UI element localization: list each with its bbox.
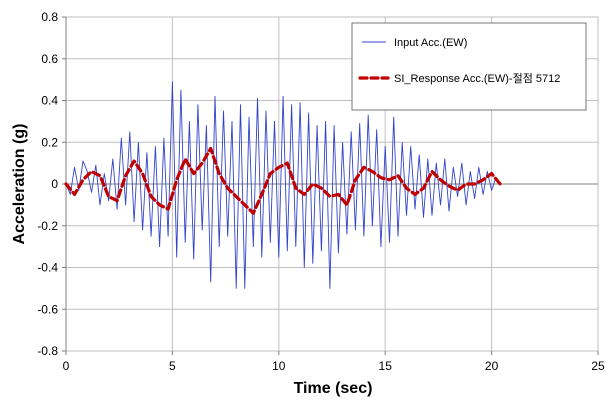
y-tick-label: 0.4: [41, 94, 58, 108]
x-tick-label: 5: [169, 359, 176, 373]
legend: Input Acc.(EW) SI_Response Acc.(EW)-절점 5…: [351, 22, 587, 111]
y-axis-title: Acceleration (g): [11, 124, 28, 245]
series-group: [64, 81, 502, 289]
x-tick-label: 0: [63, 359, 70, 373]
legend-label-response: SI_Response Acc.(EW)-절점 5712: [394, 72, 560, 85]
x-tick-label: 25: [591, 359, 605, 373]
x-tick-label: 15: [379, 359, 393, 373]
tick-labels: 0.8 0.6 0.4 0.2 0 -0.2 -0.4 -0.6 -0.8 0 5 10 15 20 25: [37, 10, 605, 373]
legend-box: [351, 22, 587, 111]
x-tick-label: 20: [485, 359, 499, 373]
y-tick-label: -0.8: [37, 344, 58, 358]
response-acc-series-line: [64, 146, 502, 215]
y-tick-label: 0.6: [41, 52, 58, 66]
x-axis-title: Time (sec): [294, 380, 373, 397]
y-tick-label: 0.2: [41, 135, 58, 149]
y-tick-label: -0.6: [37, 302, 58, 316]
x-tick-label: 10: [272, 359, 286, 373]
y-tick-label: -0.4: [37, 261, 58, 275]
y-tick-label: -0.2: [37, 219, 58, 233]
y-tick-label: 0.8: [41, 10, 58, 24]
input-acc-series-line: [65, 81, 501, 289]
y-tick-label: 0: [51, 177, 58, 191]
legend-label-input: Input Acc.(EW): [394, 37, 467, 49]
